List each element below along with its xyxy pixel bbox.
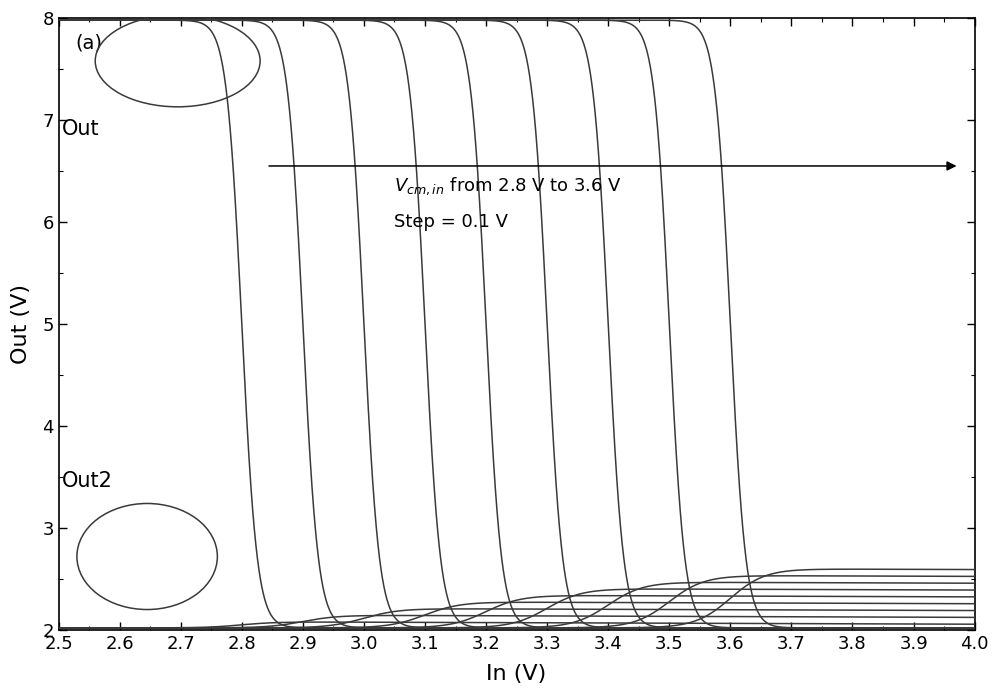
Text: (a): (a): [75, 33, 102, 52]
X-axis label: In (V): In (V): [486, 664, 547, 684]
Text: Out: Out: [62, 120, 99, 140]
Text: Out2: Out2: [62, 471, 113, 491]
Text: $V_{cm,in}$ from 2.8 V to 3.6 V: $V_{cm,in}$ from 2.8 V to 3.6 V: [394, 176, 622, 197]
Y-axis label: Out (V): Out (V): [11, 284, 31, 364]
Text: Step = 0.1 V: Step = 0.1 V: [394, 213, 508, 231]
